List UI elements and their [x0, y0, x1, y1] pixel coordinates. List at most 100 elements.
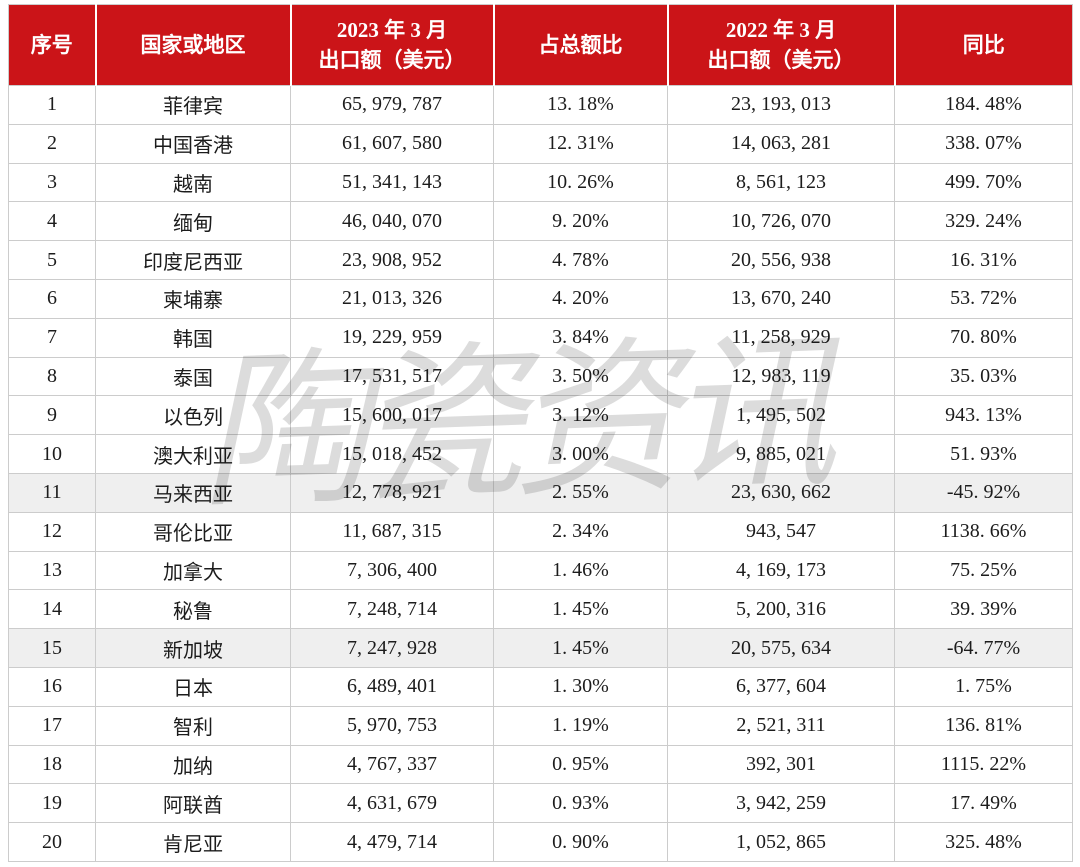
- cell-region: 以色列: [95, 395, 291, 436]
- cell-region: 哥伦比亚: [95, 511, 291, 552]
- cell-export_2023: 4, 767, 337: [290, 744, 494, 785]
- table-row: 7 韩国 19, 229, 959 3. 84% 11, 258, 929 70. 80%: [8, 317, 1073, 358]
- cell-region: 日本: [95, 666, 291, 707]
- cell-share: 3. 12%: [493, 395, 668, 436]
- cell-share: 1. 30%: [493, 666, 668, 707]
- cell-region: 新加坡: [95, 628, 291, 668]
- table-row: 15 新加坡 7, 247, 928 1. 45% 20, 575, 634 -64. 7…: [8, 628, 1073, 668]
- cell-export_2022: 9, 885, 021: [667, 434, 895, 474]
- cell-rank: 9: [8, 395, 96, 436]
- table-row: 14 秘鲁 7, 248, 714 1. 45% 5, 200, 316 39. 39%: [8, 589, 1073, 630]
- cell-export_2022: 23, 630, 662: [667, 472, 895, 513]
- cell-export_2022: 23, 193, 013: [667, 85, 895, 125]
- cell-rank: 5: [8, 240, 96, 280]
- cell-export_2023: 21, 013, 326: [290, 278, 494, 319]
- cell-export_2023: 5, 970, 753: [290, 705, 494, 746]
- cell-yoy: 1138. 66%: [894, 511, 1073, 552]
- cell-share: 2. 34%: [493, 511, 668, 552]
- cell-export_2022: 1, 052, 865: [667, 822, 895, 862]
- cell-export_2023: 7, 247, 928: [290, 628, 494, 668]
- cell-export_2023: 4, 479, 714: [290, 822, 494, 862]
- cell-export_2023: 4, 631, 679: [290, 783, 494, 824]
- cell-export_2023: 7, 248, 714: [290, 589, 494, 630]
- cell-rank: 6: [8, 278, 96, 319]
- cell-share: 9. 20%: [493, 201, 668, 242]
- cell-share: 0. 95%: [493, 744, 668, 785]
- cell-export_2023: 51, 341, 143: [290, 162, 494, 203]
- cell-rank: 3: [8, 162, 96, 203]
- cell-export_2023: 11, 687, 315: [290, 511, 494, 552]
- cell-region: 肯尼亚: [95, 822, 291, 862]
- cell-region: 加拿大: [95, 550, 291, 591]
- cell-yoy: 338. 07%: [894, 123, 1073, 164]
- cell-region: 印度尼西亚: [95, 240, 291, 280]
- table-row: 1 菲律宾 65, 979, 787 13. 18% 23, 193, 013 184. …: [8, 85, 1073, 125]
- table-row: 13 加拿大 7, 306, 400 1. 46% 4, 169, 173 75. 25%: [8, 550, 1073, 591]
- cell-export_2023: 46, 040, 070: [290, 201, 494, 242]
- table-row: 10 澳大利亚 15, 018, 452 3. 00% 9, 885, 021 51. 9…: [8, 434, 1073, 474]
- cell-share: 4. 78%: [493, 240, 668, 280]
- cell-rank: 12: [8, 511, 96, 552]
- cell-export_2022: 943, 547: [667, 511, 895, 552]
- cell-region: 泰国: [95, 356, 291, 397]
- cell-export_2023: 23, 908, 952: [290, 240, 494, 280]
- cell-share: 10. 26%: [493, 162, 668, 203]
- header-row: 序号 国家或地区 2023 年 3 月 出口额（美元） 占总额比 2022 年 …: [8, 4, 1073, 86]
- cell-export_2023: 61, 607, 580: [290, 123, 494, 164]
- cell-yoy: 325. 48%: [894, 822, 1073, 862]
- cell-rank: 8: [8, 356, 96, 397]
- cell-export_2022: 3, 942, 259: [667, 783, 895, 824]
- cell-export_2022: 8, 561, 123: [667, 162, 895, 203]
- cell-export_2022: 6, 377, 604: [667, 666, 895, 707]
- column-header-label: 占总额比: [538, 33, 623, 57]
- cell-yoy: 35. 03%: [894, 356, 1073, 397]
- cell-export_2022: 11, 258, 929: [667, 317, 895, 358]
- cell-region: 秘鲁: [95, 589, 291, 630]
- cell-rank: 13: [8, 550, 96, 591]
- cell-share: 12. 31%: [493, 123, 668, 164]
- table-row: 17 智利 5, 970, 753 1. 19% 2, 521, 311 136. 81%: [8, 705, 1073, 746]
- column-header-label: 出口额（美元）: [707, 48, 855, 72]
- cell-share: 3. 84%: [493, 317, 668, 358]
- cell-share: 1. 45%: [493, 589, 668, 630]
- cell-yoy: 1115. 22%: [894, 744, 1073, 785]
- table-row: 4 缅甸 46, 040, 070 9. 20% 10, 726, 070 329. 24…: [8, 201, 1073, 242]
- cell-yoy: 943. 13%: [894, 395, 1073, 436]
- cell-export_2022: 13, 670, 240: [667, 278, 895, 319]
- export-table: 序号 国家或地区 2023 年 3 月 出口额（美元） 占总额比 2022 年 …: [8, 4, 1073, 862]
- cell-yoy: 51. 93%: [894, 434, 1073, 474]
- cell-region: 智利: [95, 705, 291, 746]
- cell-region: 缅甸: [95, 201, 291, 242]
- column-header-export-2023: 2023 年 3 月 出口额（美元）: [289, 4, 495, 86]
- cell-export_2023: 15, 018, 452: [290, 434, 494, 474]
- column-header-label: 序号: [30, 33, 73, 57]
- column-header-yoy: 同比: [893, 4, 1073, 86]
- cell-share: 1. 19%: [493, 705, 668, 746]
- column-header-label: 2022 年 3 月: [725, 18, 837, 42]
- column-header-label: 同比: [962, 33, 1005, 57]
- cell-rank: 1: [8, 85, 96, 125]
- cell-rank: 18: [8, 744, 96, 785]
- cell-export_2023: 15, 600, 017: [290, 395, 494, 436]
- cell-export_2022: 10, 726, 070: [667, 201, 895, 242]
- cell-export_2023: 17, 531, 517: [290, 356, 494, 397]
- cell-region: 阿联酋: [95, 783, 291, 824]
- cell-region: 马来西亚: [95, 472, 291, 513]
- table-row: 5 印度尼西亚 23, 908, 952 4. 78% 20, 556, 938 16. …: [8, 240, 1073, 280]
- column-header-share: 占总额比: [492, 4, 669, 86]
- cell-rank: 4: [8, 201, 96, 242]
- cell-share: 0. 90%: [493, 822, 668, 862]
- cell-rank: 11: [8, 472, 96, 513]
- cell-rank: 14: [8, 589, 96, 630]
- cell-yoy: 53. 72%: [894, 278, 1073, 319]
- cell-export_2022: 1, 495, 502: [667, 395, 895, 436]
- table-row: 9 以色列 15, 600, 017 3. 12% 1, 495, 502 943. 13…: [8, 395, 1073, 436]
- cell-share: 2. 55%: [493, 472, 668, 513]
- table-row: 12 哥伦比亚 11, 687, 315 2. 34% 943, 547 1138. 66…: [8, 511, 1073, 552]
- cell-export_2022: 392, 301: [667, 744, 895, 785]
- cell-rank: 19: [8, 783, 96, 824]
- cell-export_2023: 19, 229, 959: [290, 317, 494, 358]
- cell-share: 1. 45%: [493, 628, 668, 668]
- cell-share: 0. 93%: [493, 783, 668, 824]
- cell-share: 4. 20%: [493, 278, 668, 319]
